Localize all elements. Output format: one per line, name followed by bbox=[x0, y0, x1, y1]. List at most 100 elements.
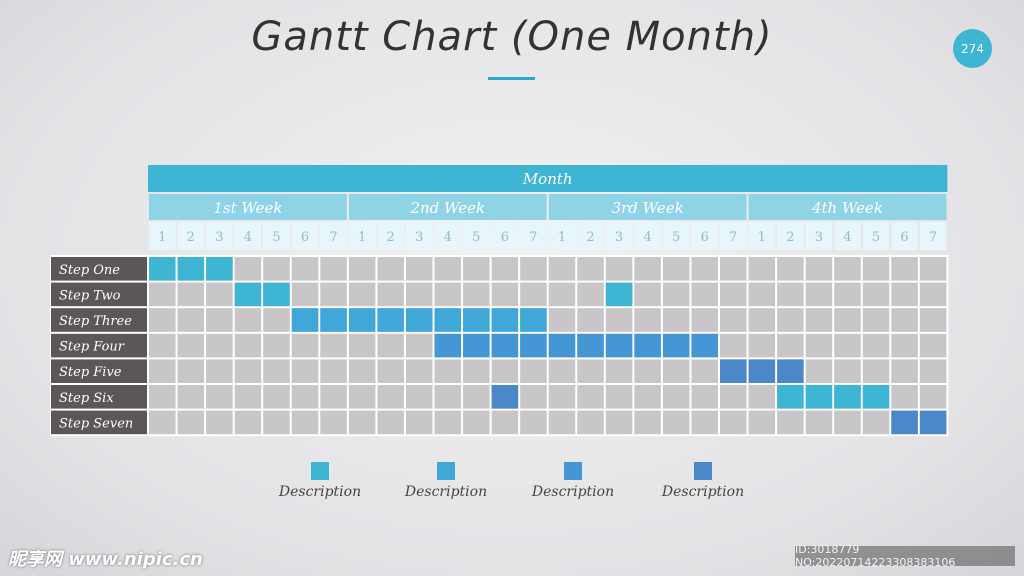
step-label-cell bbox=[51, 333, 147, 358]
day-cell bbox=[777, 222, 804, 250]
day-number: 5 bbox=[272, 230, 280, 245]
day-number: 4 bbox=[643, 230, 651, 245]
grid-cell bbox=[291, 282, 319, 307]
day-number: 1 bbox=[558, 230, 566, 245]
grid-cell bbox=[491, 410, 519, 435]
task-bar-cell bbox=[405, 308, 433, 332]
grid-cell bbox=[234, 359, 262, 383]
grid-cell bbox=[748, 257, 776, 281]
grid-cell bbox=[720, 282, 747, 307]
grid-cell bbox=[149, 333, 176, 358]
grid-cell bbox=[691, 385, 718, 409]
grid-cell bbox=[548, 385, 576, 409]
grid-cell bbox=[405, 257, 433, 281]
day-cell bbox=[805, 222, 833, 250]
legend-swatch bbox=[437, 462, 455, 480]
task-bar-cell bbox=[605, 282, 633, 307]
grid-cell bbox=[149, 410, 176, 435]
task-bar-cell bbox=[434, 333, 462, 358]
day-number: 3 bbox=[815, 230, 823, 245]
day-number: 7 bbox=[329, 230, 337, 245]
grid-cell bbox=[919, 333, 947, 358]
day-cell bbox=[377, 222, 404, 250]
day-cell bbox=[862, 222, 890, 250]
day-number: 2 bbox=[586, 230, 594, 245]
grid-cell bbox=[320, 282, 347, 307]
day-cell bbox=[605, 222, 633, 250]
grid-cell bbox=[577, 385, 604, 409]
step-label: Step Two bbox=[59, 288, 121, 303]
grid-cell bbox=[919, 257, 947, 281]
day-number: 6 bbox=[701, 230, 709, 245]
legend-label: Description bbox=[404, 484, 488, 500]
grid-cell bbox=[377, 257, 404, 281]
grid-cell bbox=[605, 257, 633, 281]
grid-cell bbox=[149, 282, 176, 307]
grid-cell bbox=[405, 410, 433, 435]
grid-cell bbox=[634, 410, 661, 435]
step-label-cell bbox=[51, 282, 147, 307]
task-bar-cell bbox=[748, 359, 776, 383]
grid-cell bbox=[720, 385, 747, 409]
task-bar-cell bbox=[263, 282, 290, 307]
task-bar-cell bbox=[463, 308, 490, 332]
grid-cell bbox=[805, 257, 833, 281]
legend-label: Description bbox=[278, 484, 362, 500]
day-cell bbox=[634, 222, 661, 250]
task-bar-cell bbox=[577, 333, 604, 358]
day-cell bbox=[748, 222, 776, 250]
watermark-site: 昵享网 www.nipic.cn bbox=[8, 549, 203, 570]
grid-cell bbox=[777, 333, 804, 358]
grid-cell bbox=[891, 359, 918, 383]
grid-cell bbox=[348, 282, 376, 307]
day-number: 3 bbox=[215, 230, 223, 245]
grid-cell bbox=[577, 410, 604, 435]
grid-cell bbox=[520, 359, 547, 383]
day-number: 4 bbox=[843, 230, 851, 245]
grid-cell bbox=[662, 257, 690, 281]
task-bar-cell bbox=[520, 308, 547, 332]
grid-cell bbox=[463, 359, 490, 383]
grid-cell bbox=[206, 308, 233, 332]
grid-cell bbox=[634, 385, 661, 409]
grid-cell bbox=[149, 308, 176, 332]
legend-item: Description bbox=[648, 462, 758, 500]
grid-cell bbox=[662, 308, 690, 332]
grid-cell bbox=[634, 308, 661, 332]
task-bar-cell bbox=[520, 333, 547, 358]
grid-cell bbox=[720, 257, 747, 281]
task-bar-cell bbox=[891, 410, 918, 435]
grid-cell bbox=[320, 333, 347, 358]
task-bar-cell bbox=[177, 257, 205, 281]
legend-swatch bbox=[311, 462, 329, 480]
grid-cell bbox=[577, 308, 604, 332]
grid-cell bbox=[434, 359, 462, 383]
grid-cell bbox=[862, 333, 890, 358]
grid-cell bbox=[662, 282, 690, 307]
grid-cell bbox=[805, 282, 833, 307]
grid-cell bbox=[377, 410, 404, 435]
day-cell bbox=[405, 222, 433, 250]
task-bar-cell bbox=[548, 333, 576, 358]
page-number-badge: 274 bbox=[953, 29, 992, 68]
day-number: 6 bbox=[501, 230, 509, 245]
grid-cell bbox=[862, 410, 890, 435]
grid-cell bbox=[263, 308, 290, 332]
grid-cell bbox=[891, 257, 918, 281]
day-cell bbox=[520, 222, 547, 250]
task-bar-cell bbox=[491, 308, 519, 332]
grid-cell bbox=[891, 282, 918, 307]
grid-cell bbox=[491, 359, 519, 383]
grid-cell bbox=[320, 385, 347, 409]
grid-cell bbox=[234, 385, 262, 409]
day-number: 1 bbox=[158, 230, 166, 245]
grid-cell bbox=[748, 308, 776, 332]
grid-cell bbox=[177, 333, 205, 358]
week-header-label: 3rd Week bbox=[612, 199, 684, 217]
legend-item: Description bbox=[391, 462, 501, 500]
grid-cell bbox=[891, 333, 918, 358]
grid-cell bbox=[891, 385, 918, 409]
grid-cell bbox=[548, 359, 576, 383]
day-number: 2 bbox=[387, 230, 395, 245]
